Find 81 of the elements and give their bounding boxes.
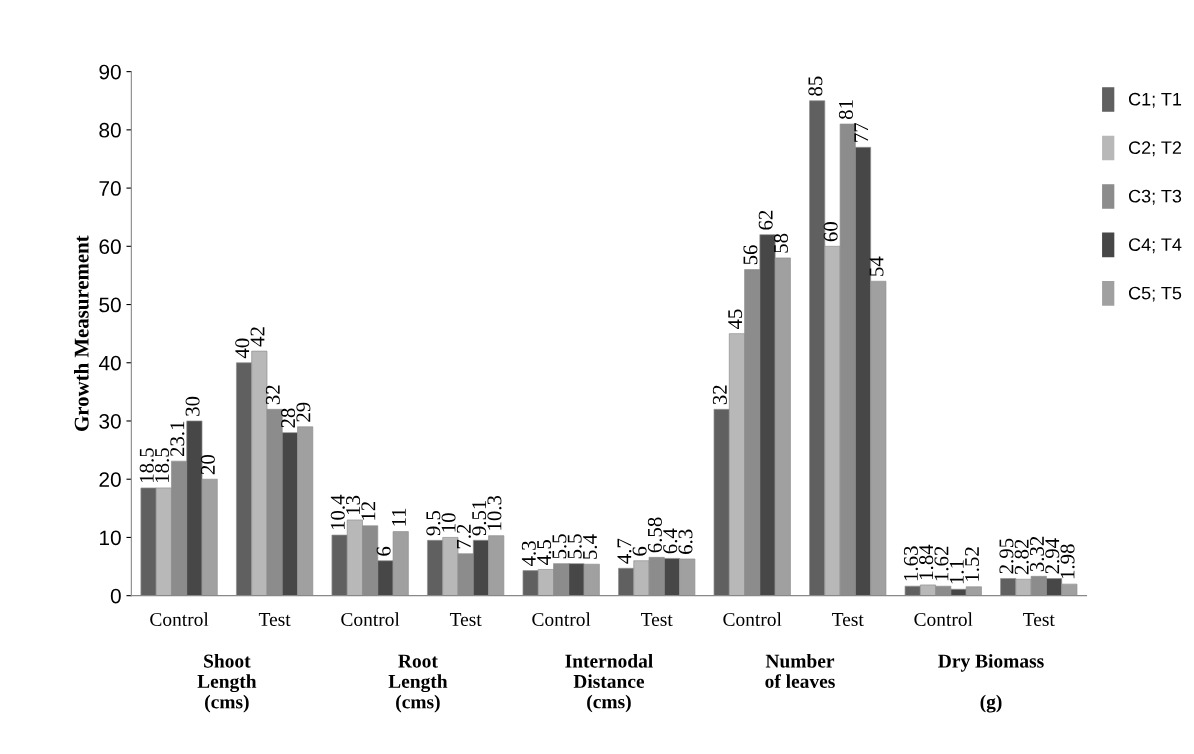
data-label: 81 [838,100,853,120]
data-label: 20 [200,455,215,475]
x-tick-label: Control [532,612,591,627]
legend-label: C1; T1 [1128,92,1182,108]
x-tick-label: Test [258,613,291,627]
data-label: 18.5 [154,448,170,482]
y-tick-label: 80 [99,122,121,138]
data-label: 1.63 [903,546,918,581]
data-label: 13 [346,495,361,514]
text: Root Length (cms) [388,654,448,713]
data-label: 58 [773,233,788,253]
data-label: 4.5 [537,540,552,565]
data-label: 12 [361,501,376,520]
y-axis-title: Growth Measurement [74,235,89,431]
y-tick-label: 60 [99,239,121,255]
data-label: 56 [743,245,758,265]
text: Dry Biomass (g) [938,653,1044,713]
data-label: 1.84 [919,544,934,579]
data-label: 1.62 [934,546,949,581]
text: Internodal Distance (cms) [565,653,653,713]
text: Shoot Length (cms) [197,653,257,713]
data-label: 28 [281,408,296,428]
data-label: 1.98 [1060,544,1075,579]
x-tick-label: Test [832,613,864,627]
data-label: 60 [823,222,838,242]
data-label: 10.3 [487,495,502,530]
data-label: 30 [185,396,200,416]
data-label: 6.4 [663,528,678,554]
data-label: 2.82 [1014,539,1029,575]
text: Number of leaves [765,653,835,689]
data-label: 32 [712,385,727,405]
data-label: 3.32 [1029,536,1045,572]
y-tick-label: 20 [99,472,121,487]
data-label: 29 [296,402,311,422]
data-label: 23.1 [170,421,185,457]
x-tick-label: Control [341,612,400,627]
x-tick-label: Control [914,612,973,627]
x-tick-label: Test [1023,613,1055,627]
x-tick-label: Test [640,613,673,627]
data-label: 2.94 [1045,538,1060,574]
data-label: 5.5 [567,534,582,559]
data-label: 6 [376,546,391,556]
y-tick-label: 50 [99,297,121,313]
data-label: 9.5 [426,510,441,536]
data-label: 18.5 [139,448,154,482]
legend-label: C4; T4 [1128,238,1182,254]
data-label: 62 [758,210,773,230]
x-tick-label: Control [723,612,782,627]
y-tick-label: 10 [100,530,121,546]
data-label: 1.52 [965,547,980,581]
data-label: 40 [235,338,250,359]
data-label: 6 [632,546,647,556]
data-label: 1.1 [949,560,964,584]
data-label: 5.5 [552,534,567,559]
legend-label: C2; T2 [1128,141,1182,157]
data-label: 45 [728,309,743,330]
data-label: 11 [391,508,406,526]
data-label: 7.2 [456,524,471,549]
y-tick-label: 0 [110,588,121,604]
y-tick-label: 90 [99,64,121,80]
data-label: 5.4 [583,534,598,559]
legend-label: C3; T3 [1128,189,1182,205]
data-label: 2.95 [999,538,1014,574]
data-label: 4.3 [521,541,536,567]
data-label: 10 [441,513,456,532]
data-label: 32 [265,385,280,405]
y-tick-label: 40 [98,355,121,371]
data-label: 85 [808,76,823,96]
x-tick-label: Test [449,613,482,627]
data-label: 10.4 [330,494,345,530]
y-tick-label: 70 [99,181,121,196]
data-label: 54 [869,256,884,276]
data-label: 6.58 [647,517,663,553]
data-label: 42 [250,327,265,347]
data-label: 4.7 [617,538,632,564]
legend-label: C5; T5 [1128,286,1182,302]
data-label: 9.51 [472,500,487,536]
y-tick-label: 30 [99,413,121,429]
x-tick-label: Control [150,612,209,627]
data-label: 6.3 [678,529,693,554]
data-label: 77 [854,122,869,142]
